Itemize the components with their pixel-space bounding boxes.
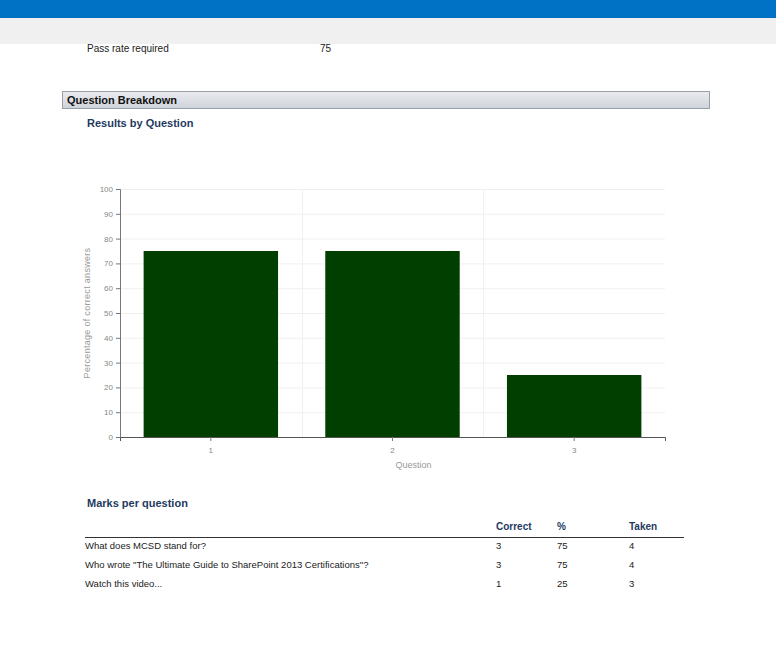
- y-tick-mark: [116, 437, 120, 438]
- x-tick-label: 3: [572, 446, 577, 455]
- bars: [144, 251, 642, 437]
- y-tick-label: 30: [104, 359, 113, 368]
- table-header: Taken: [629, 521, 657, 532]
- x-tick: 3: [572, 437, 577, 455]
- table-cell: 1: [496, 578, 501, 589]
- y-tick-mark: [116, 387, 120, 388]
- table: Correct% Taken What does MCSD stand for? 3 7…: [85, 521, 684, 589]
- y-tick: 70: [104, 259, 120, 268]
- y-tick-label: 40: [104, 334, 113, 343]
- table-question: What does MCSD stand for?: [85, 540, 206, 551]
- x-axis-line: [121, 438, 666, 442]
- x-tick: 1: [209, 437, 214, 455]
- section-title: Question Breakdown: [67, 94, 177, 106]
- y-tick: 10: [104, 408, 120, 417]
- grid-line-vertical: [302, 189, 303, 437]
- pass-rate-label: Pass rate required: [87, 43, 169, 54]
- y-tick: 40: [104, 334, 120, 343]
- y-tick-label: 90: [104, 210, 113, 219]
- table-cell: 4: [629, 540, 634, 551]
- x-axis-title: Question: [395, 460, 431, 470]
- bar: [325, 251, 459, 437]
- x-tick: 2: [390, 437, 395, 455]
- x-axis: 1 2 3: [121, 437, 666, 455]
- x-tick-mark: [392, 437, 393, 441]
- pass-rate-value: 75: [320, 43, 332, 54]
- table-cell: 75: [557, 540, 568, 551]
- y-tick: 90: [104, 210, 120, 219]
- y-tick-label: 80: [104, 235, 113, 244]
- table-cell: 4: [629, 559, 634, 570]
- table-question: Who wrote "The Ultimate Guide to SharePo…: [85, 559, 368, 570]
- y-tick-mark: [116, 214, 120, 215]
- y-tick-label: 70: [104, 259, 113, 268]
- x-tick-label: 2: [390, 446, 395, 455]
- x-tick-mark: [574, 437, 575, 441]
- bar: [144, 251, 278, 437]
- y-tick-label: 10: [104, 408, 113, 417]
- y-tick: 80: [104, 235, 120, 244]
- grid: [120, 189, 665, 438]
- table-question: Watch this video...: [85, 578, 162, 589]
- bar: [507, 375, 641, 437]
- x-tick-label: 1: [209, 446, 214, 455]
- table-cell: 25: [557, 578, 568, 589]
- y-tick-mark: [116, 363, 120, 364]
- table-cell: 3: [496, 559, 501, 570]
- table-header-rule: [85, 537, 684, 538]
- chart-title: Results by Question: [87, 117, 194, 129]
- y-tick: 60: [104, 284, 120, 293]
- page: Pass rate required 75 Question Breakdown Re…: [0, 0, 776, 662]
- table-cell: 3: [496, 540, 501, 551]
- grid-line: [120, 214, 665, 215]
- chart: 0 10 20 30 40 50 60 70 80 90 100 1 2 3 Question Percent…: [82, 185, 666, 470]
- y-axis-title: Percentage of correct answers: [82, 247, 92, 378]
- y-axis: 0 10 20 30 40 50 60 70 80 90 100: [100, 185, 121, 442]
- grid-line: [120, 189, 665, 190]
- y-tick-mark: [116, 263, 120, 264]
- table-cell: 75: [557, 559, 568, 570]
- y-tick-label: 0: [109, 433, 114, 442]
- grid-line-vertical: [483, 189, 484, 437]
- y-tick: 30: [104, 359, 120, 368]
- y-tick-mark: [116, 288, 120, 289]
- y-tick: 100: [100, 185, 120, 194]
- table-header: %: [557, 521, 566, 532]
- y-tick: 20: [104, 383, 120, 392]
- y-tick: 0: [109, 433, 120, 442]
- y-tick-label: 60: [104, 284, 113, 293]
- y-tick-mark: [116, 313, 120, 314]
- y-tick-mark: [116, 412, 120, 413]
- grid-line: [120, 239, 665, 240]
- y-tick-mark: [116, 338, 120, 339]
- toolbar: [0, 18, 776, 44]
- y-tick-label: 100: [100, 185, 114, 194]
- table-header: Correct: [496, 521, 532, 532]
- y-tick-mark: [116, 239, 120, 240]
- y-tick-label: 50: [104, 309, 113, 318]
- top-bar: [0, 0, 776, 18]
- y-tick: 50: [104, 309, 120, 318]
- x-tick-mark: [210, 437, 211, 441]
- y-axis-line: [116, 190, 121, 438]
- y-tick-label: 20: [104, 383, 113, 392]
- section-bar: [63, 92, 710, 109]
- table-cell: 3: [629, 578, 634, 589]
- y-tick-mark: [116, 189, 120, 190]
- table-title: Marks per question: [87, 497, 188, 509]
